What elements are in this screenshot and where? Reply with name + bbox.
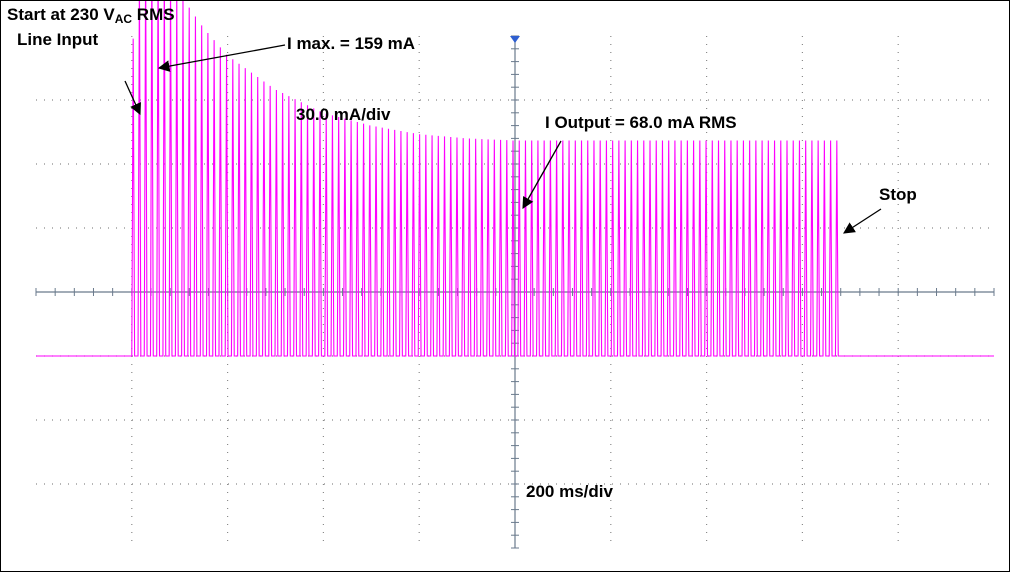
start-label: Start at 230 VAC RMS: [7, 5, 175, 26]
output-current-label: I Output = 68.0 mA RMS: [545, 113, 737, 132]
line-input-label: Line Input: [17, 30, 99, 49]
current-trace: [36, 1, 994, 357]
arrow-output: [522, 140, 562, 210]
stop-label: Stop: [879, 185, 917, 204]
trigger-arrow: [510, 36, 520, 43]
annotation-arrows: [124, 44, 882, 234]
vertical-scale-label: 30.0 mA/div: [296, 105, 391, 124]
arrow-stop: [843, 208, 882, 234]
graticule: [35, 35, 995, 549]
arrow-start: [124, 80, 141, 116]
current-waveform: [36, 1, 994, 357]
time-scale-label: 200 ms/div: [526, 482, 613, 501]
imax-label: I max. = 159 mA: [287, 34, 416, 53]
arrow-imax: [157, 44, 286, 72]
